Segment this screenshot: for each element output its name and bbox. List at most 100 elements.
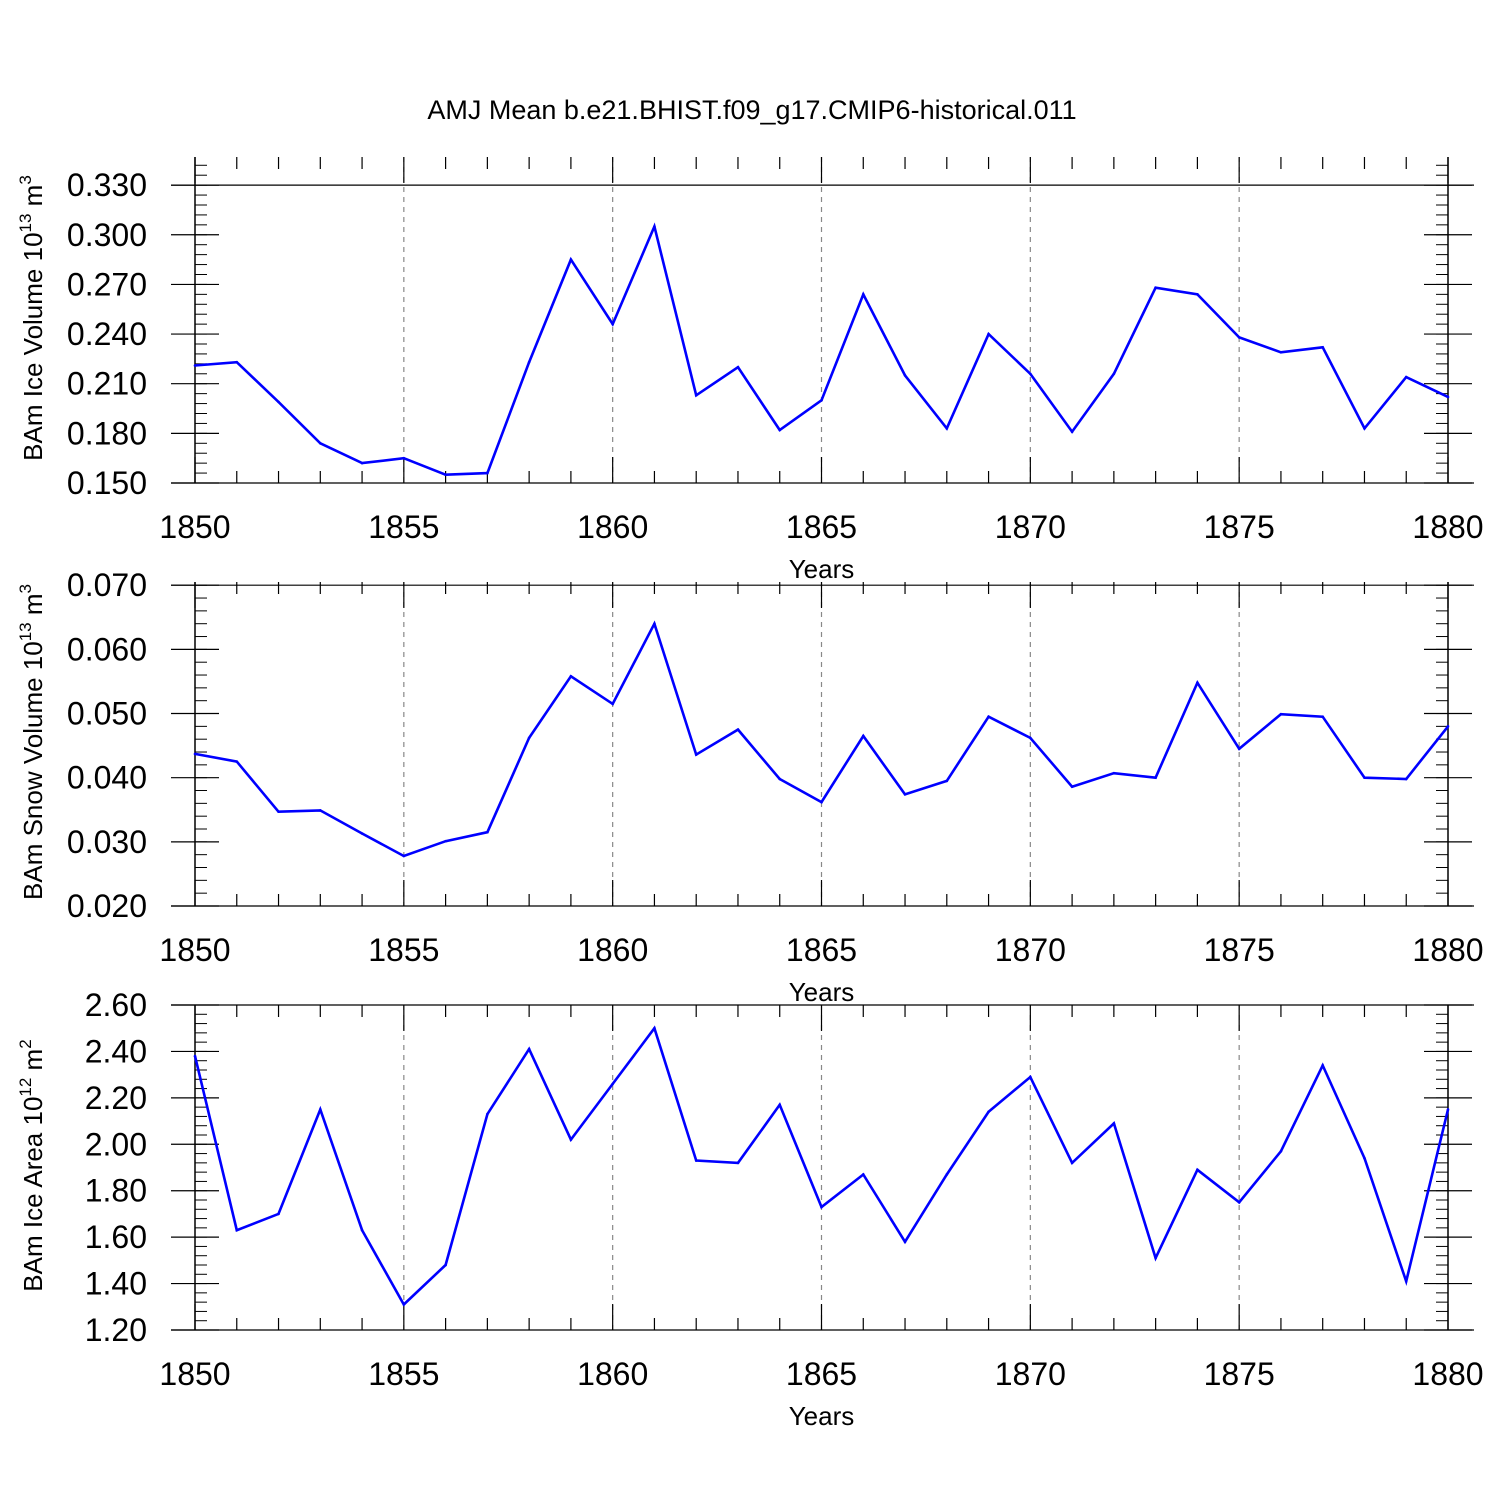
x-tick-label: 1865 <box>786 509 857 545</box>
data-point <box>736 728 740 731</box>
data-point <box>402 1303 406 1306</box>
data-point <box>1070 1161 1074 1165</box>
data-point <box>527 360 531 364</box>
y-tick-label: 2.00 <box>85 1126 147 1162</box>
x-tick-label: 1860 <box>577 932 648 968</box>
data-point <box>402 854 406 858</box>
data-point <box>444 473 447 477</box>
chart-panel-3: 1.20 1.40 1.60 1.80 2.00 2.20 2.40 2.60 1850 1855… <box>16 987 1484 1431</box>
data-point <box>1446 725 1450 728</box>
data-point <box>1154 286 1157 290</box>
data-point <box>1363 427 1366 430</box>
data-point <box>1446 395 1450 399</box>
data-point <box>235 760 239 763</box>
y-axis-title-exponent: 12 <box>16 1078 35 1097</box>
data-point <box>1070 430 1074 434</box>
data-point <box>527 1047 531 1051</box>
y-axis-title-part: BAm Ice Volume 10 <box>18 232 48 460</box>
x-axis-title: Years <box>789 1401 855 1431</box>
y-tick-label: 1.40 <box>85 1266 147 1302</box>
x-tick-label: 1875 <box>1204 1356 1275 1392</box>
data-point <box>444 839 447 843</box>
y-axis-title-exponent: 3 <box>16 584 35 593</box>
data-point <box>193 364 197 367</box>
data-point <box>1029 372 1032 376</box>
data-point <box>778 1103 782 1107</box>
data-point <box>1237 336 1241 339</box>
y-tick-label: 0.040 <box>67 760 147 796</box>
y-tick-label: 0.270 <box>67 266 147 302</box>
y-tick-label: 1.80 <box>85 1173 147 1209</box>
y-tick-label: 1.60 <box>85 1219 147 1255</box>
y-tick-label: 0.210 <box>67 366 147 402</box>
data-point <box>360 832 364 835</box>
data-point <box>1112 372 1116 376</box>
data-point <box>903 793 907 796</box>
data-point <box>1029 736 1032 740</box>
data-point <box>987 332 990 336</box>
y-axis-title: BAm Ice Volume 1013 m3 <box>16 175 48 461</box>
data-point <box>778 428 782 432</box>
y-tick-label: 0.300 <box>67 217 147 253</box>
data-point <box>235 1228 239 1232</box>
chart-panel-2: 0.020 0.030 0.040 0.050 0.060 0.070 1850 1855 18… <box>16 567 1484 1007</box>
data-point <box>1363 1156 1366 1160</box>
data-point <box>653 225 656 228</box>
x-tick-label: 1850 <box>159 932 230 968</box>
data-point <box>653 1026 656 1030</box>
x-tick-label: 1875 <box>1204 932 1275 968</box>
y-tick-label: 0.050 <box>67 696 147 732</box>
x-tick-label: 1850 <box>159 1356 230 1392</box>
data-point <box>569 675 573 678</box>
data-point <box>820 800 823 804</box>
data-point <box>402 456 406 460</box>
y-tick-label: 2.20 <box>85 1080 147 1116</box>
data-point <box>1154 1256 1157 1260</box>
x-tick-label: 1855 <box>368 1356 439 1392</box>
data-point <box>1237 1201 1241 1204</box>
data-point <box>1070 785 1074 788</box>
data-point <box>1196 1168 1199 1172</box>
y-tick-label: 0.150 <box>67 465 147 501</box>
data-point <box>987 715 990 719</box>
x-tick-label: 1870 <box>995 932 1066 968</box>
data-point <box>861 734 865 738</box>
y-axis-title-exponent: 13 <box>16 622 35 641</box>
data-point <box>987 1110 990 1114</box>
data-point <box>486 830 489 834</box>
x-tick-label: 1880 <box>1412 1356 1483 1392</box>
data-point <box>861 293 865 296</box>
data-point <box>486 1112 489 1116</box>
data-point <box>945 779 949 783</box>
y-tick-label: 1.20 <box>85 1312 147 1348</box>
x-tick-label: 1865 <box>786 1356 857 1392</box>
data-point <box>360 461 364 465</box>
data-point <box>861 1173 865 1176</box>
y-tick-label: 2.40 <box>85 1033 147 1069</box>
data-point <box>820 1205 823 1209</box>
data-point <box>694 1159 698 1162</box>
x-tick-label: 1870 <box>995 1356 1066 1392</box>
data-point <box>694 393 698 397</box>
y-axis-title-part: BAm Ice Area 10 <box>18 1097 48 1292</box>
y-axis-title-part: m <box>18 593 48 622</box>
y-axis-title-part: m <box>18 1049 48 1078</box>
data-point <box>277 1212 280 1216</box>
data-point <box>193 752 197 756</box>
data-point <box>1196 293 1199 296</box>
data-point <box>444 1263 447 1267</box>
x-tick-label: 1860 <box>577 1356 648 1392</box>
data-point <box>945 427 949 430</box>
y-tick-label: 0.020 <box>67 888 147 924</box>
data-point <box>319 1108 322 1111</box>
data-point <box>193 1054 197 1058</box>
x-tick-label: 1865 <box>786 932 857 968</box>
y-axis-title-part: BAm Snow Volume 10 <box>18 641 48 900</box>
data-point <box>903 374 907 377</box>
data-point <box>694 753 698 756</box>
data-point <box>1363 776 1366 779</box>
data-point <box>611 322 614 326</box>
data-point <box>1321 715 1324 719</box>
data-point <box>736 1161 740 1165</box>
